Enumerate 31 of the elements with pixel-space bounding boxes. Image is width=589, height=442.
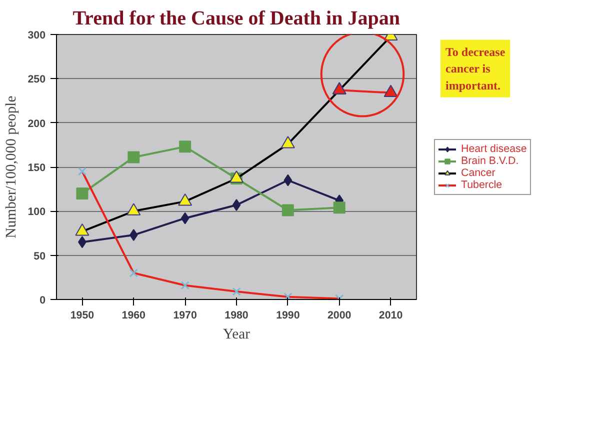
point [232, 198, 241, 211]
point [129, 229, 138, 242]
point [333, 202, 346, 214]
legend-label: Cancer [461, 166, 496, 178]
point [282, 204, 294, 216]
point [284, 174, 292, 186]
y-tick-label: 150 [28, 162, 46, 174]
y-axis-title: Number/100,000 people [4, 96, 20, 238]
point [179, 140, 192, 153]
point [180, 212, 190, 224]
x-tick-label: 1980 [224, 310, 248, 322]
chart-title: Trend for the Cause of Death in Japan [72, 8, 400, 30]
y-tick-label: 200 [28, 118, 46, 130]
y-tick-label: 300 [28, 30, 46, 42]
y-tick-label: 100 [28, 206, 46, 218]
y-tick-label: 0 [40, 294, 46, 306]
x-axis-title: Year [222, 326, 250, 342]
x-tick-label: 2010 [378, 310, 403, 322]
text: To decrease cancer is important. [446, 44, 506, 92]
x-tick-label: 1960 [122, 310, 146, 322]
legend-label: Heart disease [461, 142, 527, 154]
legend-label: Brain B.V.D. [461, 154, 519, 166]
x-tick-label: 2000 [328, 310, 352, 322]
point [76, 188, 88, 200]
legend-label: Tubercle [461, 178, 502, 190]
y-tick-label: 50 [34, 250, 46, 262]
x-tick-label: 1950 [70, 310, 94, 322]
y-tick-label: 250 [28, 74, 46, 86]
x-tick-label: 1970 [173, 310, 197, 322]
point [128, 151, 140, 164]
x-tick-label: 1990 [276, 310, 300, 322]
